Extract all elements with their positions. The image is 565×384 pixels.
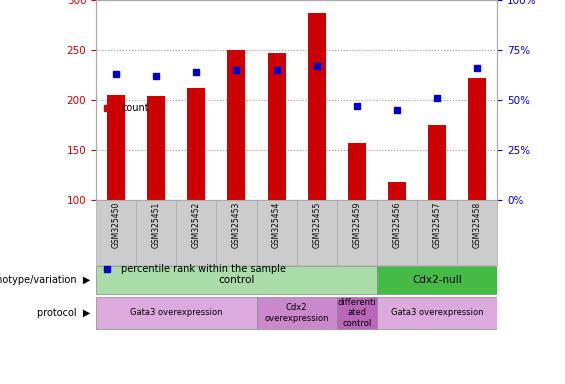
Bar: [417, 200, 457, 265]
Text: count: count: [121, 103, 149, 113]
Text: Gata3 overexpression: Gata3 overexpression: [130, 308, 223, 318]
Bar: [188, 88, 205, 200]
Bar: [136, 200, 176, 265]
Bar: [216, 200, 257, 265]
Text: Gata3 overexpression: Gata3 overexpression: [391, 308, 483, 318]
Bar: [96, 266, 377, 294]
Text: GSM325458: GSM325458: [473, 202, 481, 248]
Text: genotype/variation  ▶: genotype/variation ▶: [0, 275, 90, 285]
Bar: [457, 200, 497, 265]
Text: GSM325456: GSM325456: [393, 202, 401, 248]
Text: differenti
ated
control: differenti ated control: [337, 298, 376, 328]
Text: GSM325454: GSM325454: [272, 202, 281, 248]
Bar: [468, 78, 486, 200]
Text: GSM325450: GSM325450: [112, 202, 120, 248]
Bar: [377, 266, 497, 294]
Bar: [337, 200, 377, 265]
Bar: [348, 143, 366, 200]
Bar: [337, 297, 377, 329]
Bar: [377, 297, 497, 329]
Bar: [96, 297, 257, 329]
Text: GSM325452: GSM325452: [192, 202, 201, 248]
Bar: [308, 13, 325, 200]
Bar: [96, 200, 136, 265]
Bar: [257, 297, 337, 329]
Bar: [377, 200, 417, 265]
Bar: [147, 96, 165, 200]
Text: control: control: [218, 275, 255, 285]
Bar: [268, 53, 285, 200]
Bar: [176, 200, 216, 265]
Text: Cdx2-null: Cdx2-null: [412, 275, 462, 285]
Text: GSM325451: GSM325451: [152, 202, 160, 248]
Text: GSM325453: GSM325453: [232, 202, 241, 248]
Text: GSM325459: GSM325459: [353, 202, 361, 248]
Bar: [388, 182, 406, 200]
Bar: [228, 50, 245, 200]
Bar: [297, 200, 337, 265]
Bar: [107, 95, 125, 200]
Text: protocol  ▶: protocol ▶: [37, 308, 90, 318]
Bar: [428, 125, 446, 200]
Bar: [257, 200, 297, 265]
Text: percentile rank within the sample: percentile rank within the sample: [121, 264, 286, 274]
Text: GSM325455: GSM325455: [312, 202, 321, 248]
Text: Cdx2
overexpression: Cdx2 overexpression: [264, 303, 329, 323]
Text: GSM325457: GSM325457: [433, 202, 441, 248]
